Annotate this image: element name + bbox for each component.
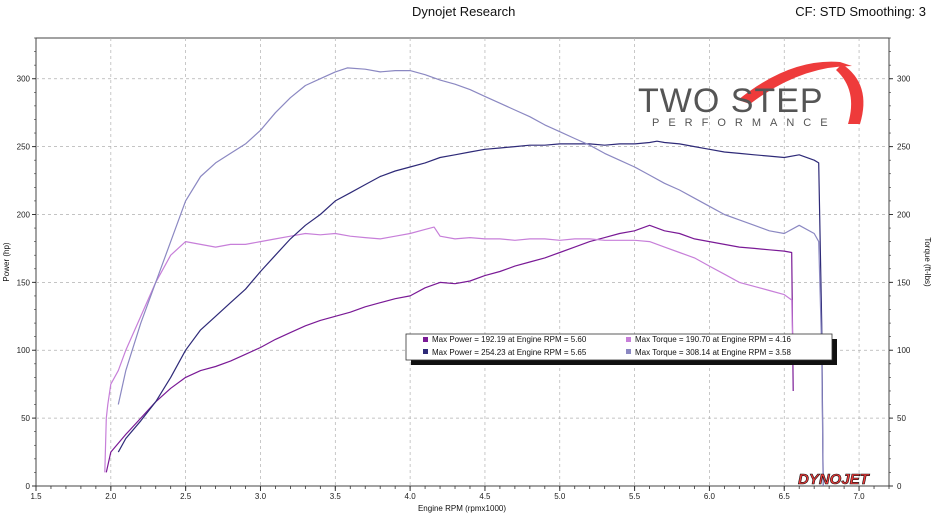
plot-area xyxy=(35,37,890,487)
legend-swatch-run2-power xyxy=(423,349,428,354)
x-tick-label: 2.0 xyxy=(105,492,117,501)
dynojet-brand-logo: DYNOJET xyxy=(798,471,871,488)
y-right-tick-label: 300 xyxy=(897,75,911,84)
x-axis-title: Engine RPM (rpmx1000) xyxy=(418,504,506,513)
legend-entry-run1-torque: Max Torque = 190.70 at Engine RPM = 4.16 xyxy=(635,335,792,344)
logo-arc-icon xyxy=(836,64,864,124)
y-axis-right: 0 50 100 150 200 250 300 xyxy=(889,37,911,491)
y-axis-left-title: Power (hp) xyxy=(2,242,11,281)
x-tick-label: 2.5 xyxy=(180,492,192,501)
y-axis-left: 0 50 100 150 200 250 300 xyxy=(17,37,36,491)
x-tick-label: 4.5 xyxy=(479,492,491,501)
two-step-logo: TWO STEP PERFORMANCE xyxy=(638,61,864,129)
y-left-tick-label: 250 xyxy=(17,143,31,152)
x-tick-label: 5.0 xyxy=(554,492,566,501)
series-line-run1_torque xyxy=(104,226,794,473)
y-left-tick-label: 200 xyxy=(17,210,31,219)
y-left-tick-label: 100 xyxy=(17,346,31,355)
series-line-run2_power xyxy=(117,140,824,487)
y-right-tick-label: 150 xyxy=(897,278,911,287)
y-left-tick-label: 150 xyxy=(17,278,31,287)
y-right-tick-label: 0 xyxy=(897,482,902,491)
x-tick-label: 6.5 xyxy=(779,492,791,501)
legend-entry-run1-power: Max Power = 192.19 at Engine RPM = 5.60 xyxy=(432,335,587,344)
legend-box xyxy=(405,333,833,361)
legend-entry-run2-power: Max Power = 254.23 at Engine RPM = 5.65 xyxy=(432,348,587,357)
chart-title: Dynojet Research xyxy=(412,4,516,19)
y-left-tick-label: 0 xyxy=(26,482,31,491)
series-layer xyxy=(104,67,824,487)
x-tick-label: 7.0 xyxy=(854,492,866,501)
logo-sub-text: PERFORMANCE xyxy=(652,117,837,129)
legend-swatch-run1-torque xyxy=(626,337,631,342)
series-line-run2_torque xyxy=(117,67,824,487)
y-right-tick-label: 200 xyxy=(897,210,911,219)
y-right-tick-label: 250 xyxy=(897,143,911,152)
y-right-tick-label: 100 xyxy=(897,346,911,355)
x-tick-label: 3.0 xyxy=(255,492,267,501)
series-line-run1_power xyxy=(105,224,794,473)
logo-main-text: TWO STEP xyxy=(638,82,824,120)
x-tick-label: 5.5 xyxy=(629,492,641,501)
x-tick-label: 4.0 xyxy=(405,492,417,501)
legend-swatch-run2-torque xyxy=(626,349,631,354)
y-left-tick-label: 300 xyxy=(17,75,31,84)
y-left-tick-label: 50 xyxy=(21,414,30,423)
legend: Max Power = 192.19 at Engine RPM = 5.60 … xyxy=(405,333,837,365)
y-axis-right-title: Torque (ft-lbs) xyxy=(923,237,932,287)
legend-entry-run2-torque: Max Torque = 308.14 at Engine RPM = 3.58 xyxy=(635,348,792,357)
correction-factor-label: CF: STD Smoothing: 3 xyxy=(795,4,926,19)
y-right-tick-label: 50 xyxy=(897,414,906,423)
x-tick-label: 1.5 xyxy=(30,492,42,501)
x-axis: 1.5 2.0 2.5 3.0 3.5 4.0 4.5 5.0 5.5 6.0 6.5 7.0 xyxy=(30,486,890,501)
legend-swatch-run1-power xyxy=(423,337,428,342)
x-tick-label: 3.5 xyxy=(330,492,342,501)
x-tick-label: 6.0 xyxy=(704,492,716,501)
